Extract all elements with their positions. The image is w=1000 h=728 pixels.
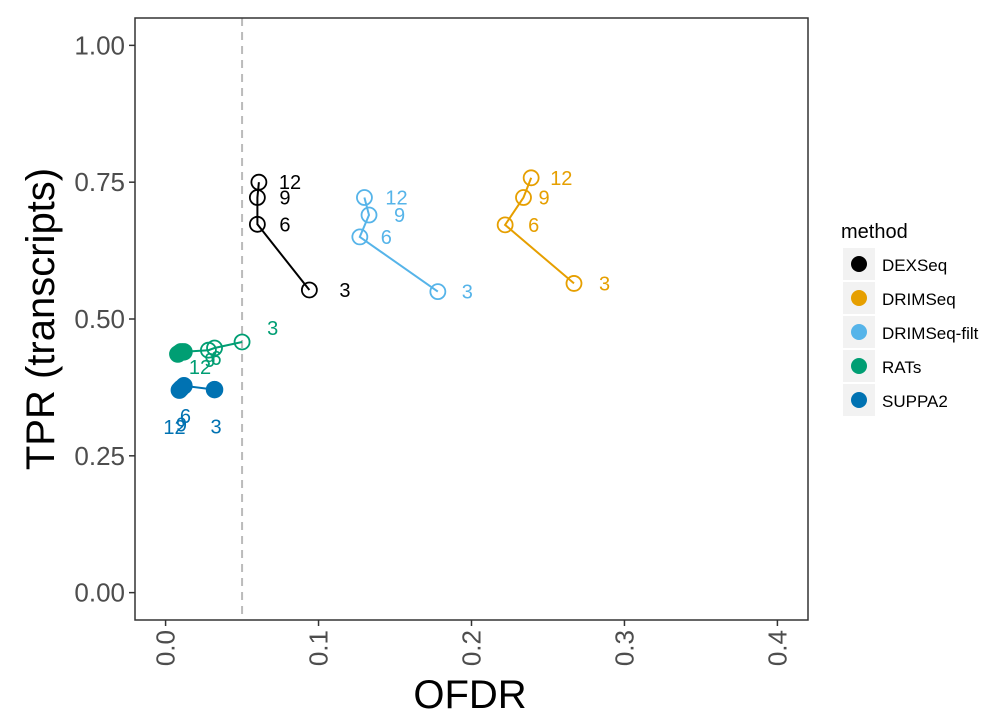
x-tick-label: 0.1: [304, 630, 334, 666]
data-label: 3: [211, 417, 222, 439]
legend-entry-label: DRIMSeq: [882, 290, 956, 309]
legend-title: method: [841, 221, 908, 243]
data-point: [233, 333, 251, 351]
data-label: 6: [279, 214, 290, 236]
legend-key-swatch: [851, 324, 867, 340]
legend-entry-label: RATs: [882, 358, 921, 377]
data-label: 9: [539, 188, 550, 210]
y-tick-label: 0.50: [74, 304, 125, 334]
legend-entry-label: DEXSeq: [882, 256, 947, 275]
series-dexseq: 3 6 912: [248, 172, 351, 302]
data-point: [356, 189, 373, 206]
data-label: 12: [279, 172, 301, 194]
data-point: [565, 275, 583, 292]
legend-key-swatch: [851, 392, 867, 408]
data-label: 12: [385, 188, 407, 210]
data-point: [496, 216, 514, 234]
panel-background: [135, 18, 808, 620]
data-label: 3: [462, 282, 473, 304]
x-tick-label: 0.3: [610, 630, 640, 666]
legend-key-swatch: [851, 358, 867, 374]
plot-panel: [135, 18, 808, 620]
y-axis-label: TPR (transcripts): [19, 168, 63, 470]
data-label: 6: [381, 227, 392, 249]
data-label: 9: [204, 350, 215, 372]
y-tick-label: 0.75: [74, 167, 125, 197]
data-point: [515, 189, 532, 206]
data-label: 6: [211, 348, 222, 370]
data-label: 12: [189, 357, 211, 379]
axes: 0.00 0.25 0.50 0.75 1.00 0.0 0.1 0.2 0.3 0.4: [74, 17, 809, 666]
data-point: [170, 381, 189, 399]
x-tick-label: 0.0: [151, 630, 181, 666]
data-label: 6: [528, 215, 539, 237]
legend: method DEXSeq DRIMSeq DRIMSeq-filt RATs SUPP…: [841, 221, 979, 416]
y-tick-label: 0.00: [74, 578, 125, 608]
data-point: [200, 341, 217, 359]
data-label: 3: [267, 318, 278, 340]
data-label: 3: [339, 280, 350, 302]
data-label: 9: [279, 188, 290, 210]
data-point: [205, 380, 224, 399]
y-tick-label: 0.25: [74, 441, 125, 471]
series-line: [358, 197, 439, 293]
data-point: [522, 169, 540, 187]
x-tick-label: 0.4: [762, 630, 792, 666]
x-tick-label: 0.2: [457, 630, 487, 666]
data-point: [250, 173, 268, 191]
data-point: [169, 345, 187, 363]
series-line: [503, 177, 575, 285]
legend-entry-label: SUPPA2: [882, 392, 948, 411]
y-tick-label: 1.00: [74, 30, 125, 60]
data-label: 9: [394, 205, 405, 227]
data-point: [360, 206, 378, 224]
x-axis-label: OFDR: [413, 673, 526, 717]
data-point: [351, 228, 369, 246]
data-label: 12: [550, 168, 572, 190]
data-point: [429, 283, 447, 301]
data-label: 9: [176, 415, 187, 437]
legend-key-swatch: [851, 256, 867, 272]
data-label: 3: [599, 273, 610, 295]
data-label: 12: [163, 417, 185, 439]
data-point: [300, 281, 318, 299]
legend-key-swatch: [851, 290, 867, 306]
legend-entry-label: DRIMSeq-filt: [882, 324, 979, 343]
data-point: [248, 215, 266, 233]
data-label: 6: [180, 406, 191, 428]
